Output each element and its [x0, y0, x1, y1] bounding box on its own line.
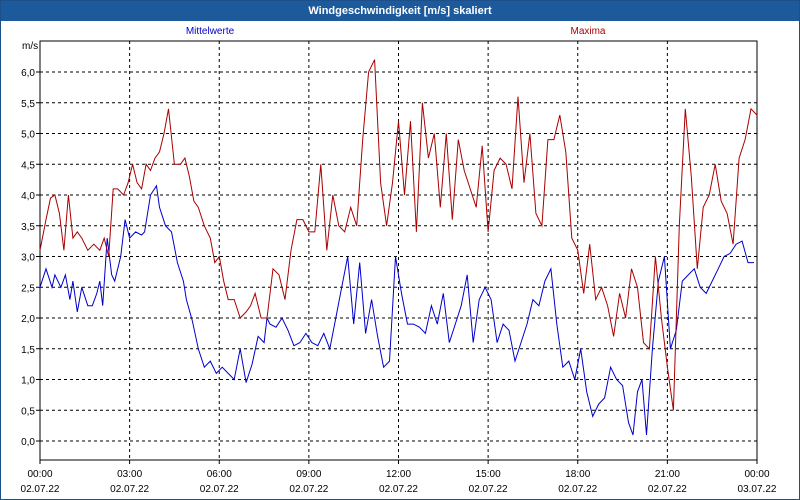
y-axis-label: m/s	[22, 41, 38, 52]
x-tick-date: 02.07.22	[648, 484, 687, 495]
y-tick-label: 5,0	[21, 130, 35, 141]
y-tick-label: 5,5	[21, 99, 35, 110]
gridlines	[40, 41, 757, 460]
y-tick-label: 0,0	[21, 437, 35, 448]
x-tick-date: 02.07.22	[110, 484, 149, 495]
legend-mittelwerte: Mittelwerte	[186, 26, 235, 37]
series-lines	[39, 59, 758, 436]
y-tick-label: 3,5	[21, 222, 35, 233]
y-tick-label: 2,5	[21, 283, 35, 294]
x-tick-date: 02.07.22	[469, 484, 508, 495]
x-tick-date: 02.07.22	[21, 484, 60, 495]
series-line-mittelwerte	[39, 184, 754, 436]
x-tick-date: 03.07.22	[738, 484, 777, 495]
x-tick-date: 02.07.22	[200, 484, 239, 495]
y-tick-label: 1,0	[21, 376, 35, 387]
window-title: Windgeschwindigkeit [m/s] skaliert	[1, 1, 799, 21]
x-tick-time: 12:00	[386, 469, 411, 480]
x-tick-time: 00:00	[27, 469, 52, 480]
x-tick-date: 02.07.22	[558, 484, 597, 495]
y-tick-label: 6,0	[21, 68, 35, 79]
y-tick-label: 0,5	[21, 406, 35, 417]
x-tick-time: 00:00	[744, 469, 769, 480]
x-tick-time: 06:00	[207, 469, 232, 480]
x-tick-date: 02.07.22	[289, 484, 328, 495]
x-tick-time: 18:00	[565, 469, 590, 480]
y-tick-label: 2,0	[21, 314, 35, 325]
x-axis-ticks: 00:00 02.07.22 03:00 02.07.22 06:00 02.07.22 0…	[21, 460, 777, 495]
y-axis-ticks: 0,0 0,5 1,0 1,5 2,0 2,5 3,0 3,5 4,0 4,5 5,0 5,5 6,0	[21, 68, 40, 448]
legend-maxima: Maxima	[570, 26, 605, 37]
y-tick-label: 1,5	[21, 345, 35, 356]
y-tick-label: 4,5	[21, 160, 35, 171]
y-tick-label: 3,0	[21, 253, 35, 264]
x-tick-date: 02.07.22	[379, 484, 418, 495]
x-tick-time: 09:00	[296, 469, 321, 480]
x-tick-time: 03:00	[117, 469, 142, 480]
series-line-maxima	[39, 59, 758, 411]
x-tick-time: 15:00	[476, 469, 501, 480]
x-tick-time: 21:00	[655, 469, 680, 480]
y-tick-label: 4,0	[21, 191, 35, 202]
